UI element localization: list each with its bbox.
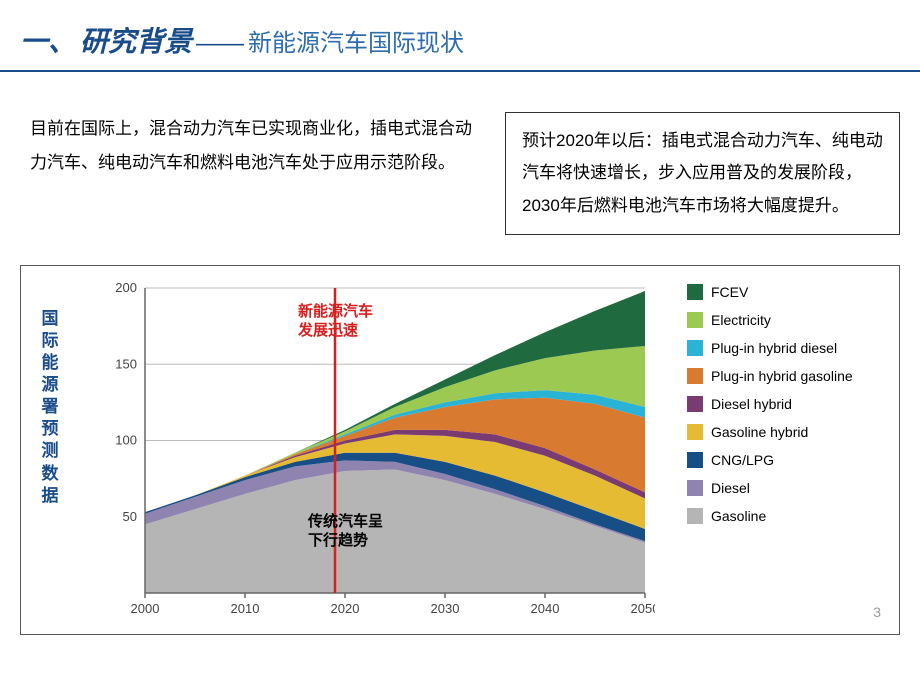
svg-text:2010: 2010 bbox=[231, 601, 260, 616]
legend-label: Gasoline hybrid bbox=[711, 424, 808, 440]
legend-swatch bbox=[687, 424, 703, 440]
legend-item: CNG/LPG bbox=[687, 452, 887, 468]
page-number: 3 bbox=[873, 604, 881, 620]
legend-item: Plug-in hybrid gasoline bbox=[687, 368, 887, 384]
legend-swatch bbox=[687, 396, 703, 412]
annotation-new-energy: 新能源汽车发展迅速 bbox=[298, 302, 373, 341]
legend-swatch bbox=[687, 284, 703, 300]
chart-container: 国际能源署预测数据 50 100 150 200 2000 2010 2020 2030 204… bbox=[20, 265, 900, 635]
svg-text:2020: 2020 bbox=[331, 601, 360, 616]
legend-swatch bbox=[687, 508, 703, 524]
legend-item: Gasoline hybrid bbox=[687, 424, 887, 440]
legend-item: Diesel hybrid bbox=[687, 396, 887, 412]
legend-item: Diesel bbox=[687, 480, 887, 496]
area-chart: 50 100 150 200 2000 2010 2020 2030 2040 2050 bbox=[95, 278, 655, 623]
svg-text:50: 50 bbox=[123, 509, 137, 524]
legend-item: Gasoline bbox=[687, 508, 887, 524]
annotation-traditional: 传统汽车呈下行趋势 bbox=[308, 512, 383, 551]
legend-label: Plug-in hybrid diesel bbox=[711, 340, 837, 356]
legend-swatch bbox=[687, 340, 703, 356]
svg-text:200: 200 bbox=[115, 280, 137, 295]
legend-swatch bbox=[687, 312, 703, 328]
page-header: 一、 研究背景 —— 新能源汽车国际现状 bbox=[0, 0, 920, 72]
svg-text:2000: 2000 bbox=[131, 601, 160, 616]
svg-text:2050: 2050 bbox=[631, 601, 655, 616]
chart-legend: FCEV Electricity Plug-in hybrid diesel Plug… bbox=[687, 284, 887, 536]
svg-text:100: 100 bbox=[115, 432, 137, 447]
legend-label: FCEV bbox=[711, 284, 748, 300]
legend-label: Gasoline bbox=[711, 508, 766, 524]
section-number: 一、 bbox=[20, 20, 76, 60]
svg-text:2040: 2040 bbox=[531, 601, 560, 616]
svg-text:150: 150 bbox=[115, 356, 137, 371]
legend-label: Diesel bbox=[711, 480, 750, 496]
y-axis-title: 国际能源署预测数据 bbox=[41, 308, 59, 507]
legend-swatch bbox=[687, 480, 703, 496]
subtitle: 新能源汽车国际现状 bbox=[248, 23, 464, 58]
legend-label: CNG/LPG bbox=[711, 452, 774, 468]
legend-item: Electricity bbox=[687, 312, 887, 328]
title-bold: 研究背景 bbox=[80, 20, 192, 60]
legend-item: FCEV bbox=[687, 284, 887, 300]
legend-label: Plug-in hybrid gasoline bbox=[711, 368, 853, 384]
legend-label: Electricity bbox=[711, 312, 771, 328]
content-row: 目前在国际上，混合动力汽车已实现商业化，插电式混合动力汽车、纯电动汽车和燃料电池… bbox=[0, 72, 920, 245]
callout-box: 预计2020年以后：插电式混合动力汽车、纯电动汽车将快速增长，步入应用普及的发展… bbox=[505, 112, 900, 235]
svg-text:2030: 2030 bbox=[431, 601, 460, 616]
legend-item: Plug-in hybrid diesel bbox=[687, 340, 887, 356]
legend-swatch bbox=[687, 452, 703, 468]
legend-label: Diesel hybrid bbox=[711, 396, 792, 412]
left-paragraph: 目前在国际上，混合动力汽车已实现商业化，插电式混合动力汽车、纯电动汽车和燃料电池… bbox=[30, 112, 485, 180]
title-dash: —— bbox=[196, 30, 244, 58]
legend-swatch bbox=[687, 368, 703, 384]
